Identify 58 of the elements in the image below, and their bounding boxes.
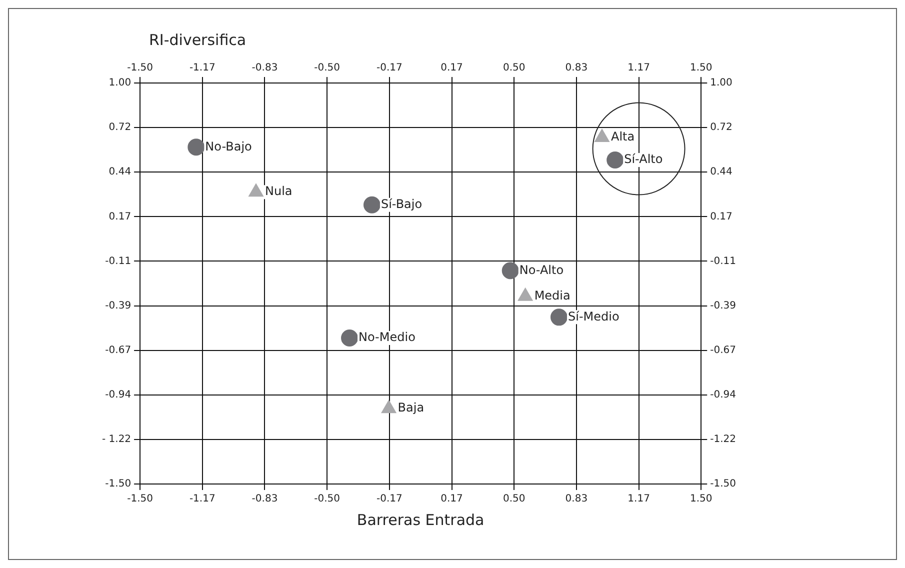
point xyxy=(188,138,205,156)
y2-tick-label: -0.11 xyxy=(710,256,736,267)
y-tick-label: 1.00 xyxy=(108,78,132,89)
y-tick-label: 0.44 xyxy=(108,166,132,178)
x-tick-label: -1.17 xyxy=(189,62,216,74)
annotation: Media xyxy=(534,288,570,302)
y-tick-label: -1.50 xyxy=(105,478,132,490)
x2-tick-label: -1.17 xyxy=(189,494,216,505)
y2-tick-label: 0.17 xyxy=(710,211,732,222)
y-tick-label: -0.67 xyxy=(105,344,132,356)
y-tick-label: -0.11 xyxy=(105,256,132,267)
point xyxy=(502,262,519,280)
y2-tick-label: 0.72 xyxy=(710,122,732,134)
x-tick-label: 0.17 xyxy=(440,62,463,74)
y2-tick-label: -1.50 xyxy=(710,478,736,490)
annotation: Sí-Alto xyxy=(624,152,663,166)
annotation: No-Bajo xyxy=(205,139,252,154)
x-tick-label: -0.83 xyxy=(252,62,278,74)
y-tick-label: 0.72 xyxy=(108,122,132,134)
y-tick-label: -0.94 xyxy=(105,389,132,400)
y-tick-label: 0.17 xyxy=(108,211,132,222)
annotation: Nula xyxy=(265,184,292,198)
y2-tick-label: -1.22 xyxy=(710,434,736,446)
annotation: Baja xyxy=(398,400,424,415)
x2-tick-label: 1.50 xyxy=(690,494,712,505)
x2-tick-label: 1.17 xyxy=(628,494,650,505)
x2-tick-label: -0.50 xyxy=(314,494,340,505)
y2-tick-label: -0.67 xyxy=(710,344,736,356)
y2-tick-label: -0.94 xyxy=(710,389,736,400)
y2-tick-label: 1.00 xyxy=(710,78,732,89)
annotation: Sí-Medio xyxy=(568,309,620,324)
annotation: No-Alto xyxy=(519,262,564,277)
x-tick-label: 1.50 xyxy=(690,62,712,74)
y2-tick-label: 0.44 xyxy=(710,166,732,178)
x2-tick-label: -1.50 xyxy=(127,494,153,505)
x2-tick-label: 0.83 xyxy=(565,494,588,505)
y-tick-label: - 1.22 xyxy=(102,434,132,446)
y2-tick-label: -0.39 xyxy=(710,300,736,312)
annotation: No-Medio xyxy=(358,330,416,344)
x2-tick-label: 0.17 xyxy=(440,494,463,505)
x-tick-label: -0.50 xyxy=(314,62,340,74)
annotation: Alta xyxy=(611,130,635,144)
x-axis-title: Barreras Entrada xyxy=(356,510,484,529)
x-tick-label: 0.50 xyxy=(502,62,526,74)
annotation: Sí-Bajo xyxy=(380,197,422,212)
point xyxy=(550,308,568,326)
x2-tick-label: 0.50 xyxy=(502,494,526,505)
y-axis-title: RI-diversifica xyxy=(149,31,246,49)
x-tick-label: 1.17 xyxy=(628,62,650,74)
point xyxy=(341,330,358,347)
y-tick-label: -0.39 xyxy=(105,300,132,312)
x-tick-label: 0.83 xyxy=(565,62,588,74)
x-tick-label: -0.17 xyxy=(376,62,402,74)
point xyxy=(606,151,624,168)
x2-tick-label: -0.17 xyxy=(376,494,402,505)
point xyxy=(363,196,380,214)
x-tick-label: -1.50 xyxy=(127,62,153,74)
x2-tick-label: -0.83 xyxy=(252,494,278,505)
